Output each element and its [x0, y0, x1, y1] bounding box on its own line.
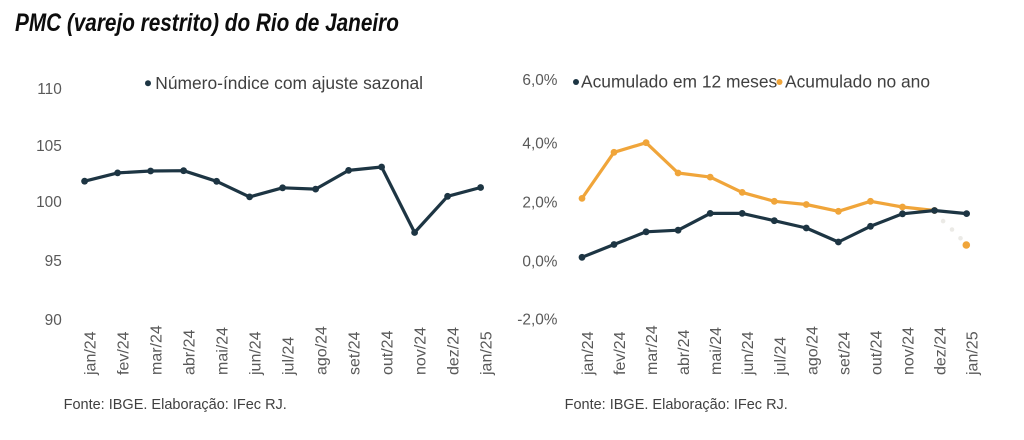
svg-text:4,0%: 4,0% — [522, 136, 557, 153]
svg-text:100: 100 — [36, 194, 62, 211]
svg-text:105: 105 — [36, 138, 62, 155]
svg-text:mai/24: mai/24 — [215, 327, 232, 375]
svg-text:abr/24: abr/24 — [182, 330, 199, 375]
svg-text:dez/24: dez/24 — [933, 327, 950, 375]
svg-text:out/24: out/24 — [380, 330, 397, 375]
svg-text:PMC (varejo restrito) do Rio d: PMC (varejo restrito) do Rio de Janeiro — [15, 8, 399, 36]
svg-text:jan/25: jan/25 — [479, 331, 496, 376]
svg-text:ago/24: ago/24 — [314, 326, 331, 375]
svg-text:Número-índice com ajuste sazon: Número-índice com ajuste sazonal — [155, 73, 423, 93]
svg-text:out/24: out/24 — [869, 330, 886, 375]
svg-text:nov/24: nov/24 — [413, 327, 430, 375]
svg-text:mai/24: mai/24 — [708, 327, 725, 375]
svg-text:95: 95 — [45, 253, 62, 270]
svg-text:Acumulado em 12 meses: Acumulado em 12 meses — [581, 72, 778, 92]
svg-text:jan/24: jan/24 — [83, 331, 100, 376]
svg-text:set/24: set/24 — [836, 331, 853, 375]
svg-text:fev/24: fev/24 — [612, 331, 629, 375]
svg-text:dez/24: dez/24 — [446, 327, 463, 375]
svg-text:Fonte: IBGE. Elaboração: IFec: Fonte: IBGE. Elaboração: IFec RJ. — [565, 397, 788, 413]
svg-text:fev/24: fev/24 — [116, 331, 133, 375]
svg-text:mar/24: mar/24 — [149, 325, 166, 375]
svg-text:90: 90 — [45, 312, 62, 329]
svg-text:jul/24: jul/24 — [772, 337, 789, 376]
svg-text:jan/24: jan/24 — [580, 331, 597, 376]
svg-text:abr/24: abr/24 — [676, 330, 693, 375]
svg-text:set/24: set/24 — [347, 331, 364, 375]
svg-text:jun/24: jun/24 — [740, 331, 757, 376]
svg-text:ago/24: ago/24 — [804, 326, 821, 375]
svg-text:-2,0%: -2,0% — [517, 312, 558, 329]
svg-text:6,0%: 6,0% — [522, 72, 557, 89]
svg-text:mar/24: mar/24 — [644, 325, 661, 375]
svg-text:jan/25: jan/25 — [965, 331, 982, 376]
svg-text:jun/24: jun/24 — [248, 331, 265, 376]
svg-text:nov/24: nov/24 — [901, 327, 918, 375]
svg-text:2,0%: 2,0% — [522, 194, 557, 211]
svg-text:jul/24: jul/24 — [281, 337, 298, 376]
svg-text:110: 110 — [37, 81, 62, 98]
svg-text:0,0%: 0,0% — [522, 254, 557, 271]
svg-text:Acumulado no ano: Acumulado no ano — [785, 72, 930, 92]
svg-text:Fonte: IBGE. Elaboração: IFec: Fonte: IBGE. Elaboração: IFec RJ. — [64, 397, 287, 413]
